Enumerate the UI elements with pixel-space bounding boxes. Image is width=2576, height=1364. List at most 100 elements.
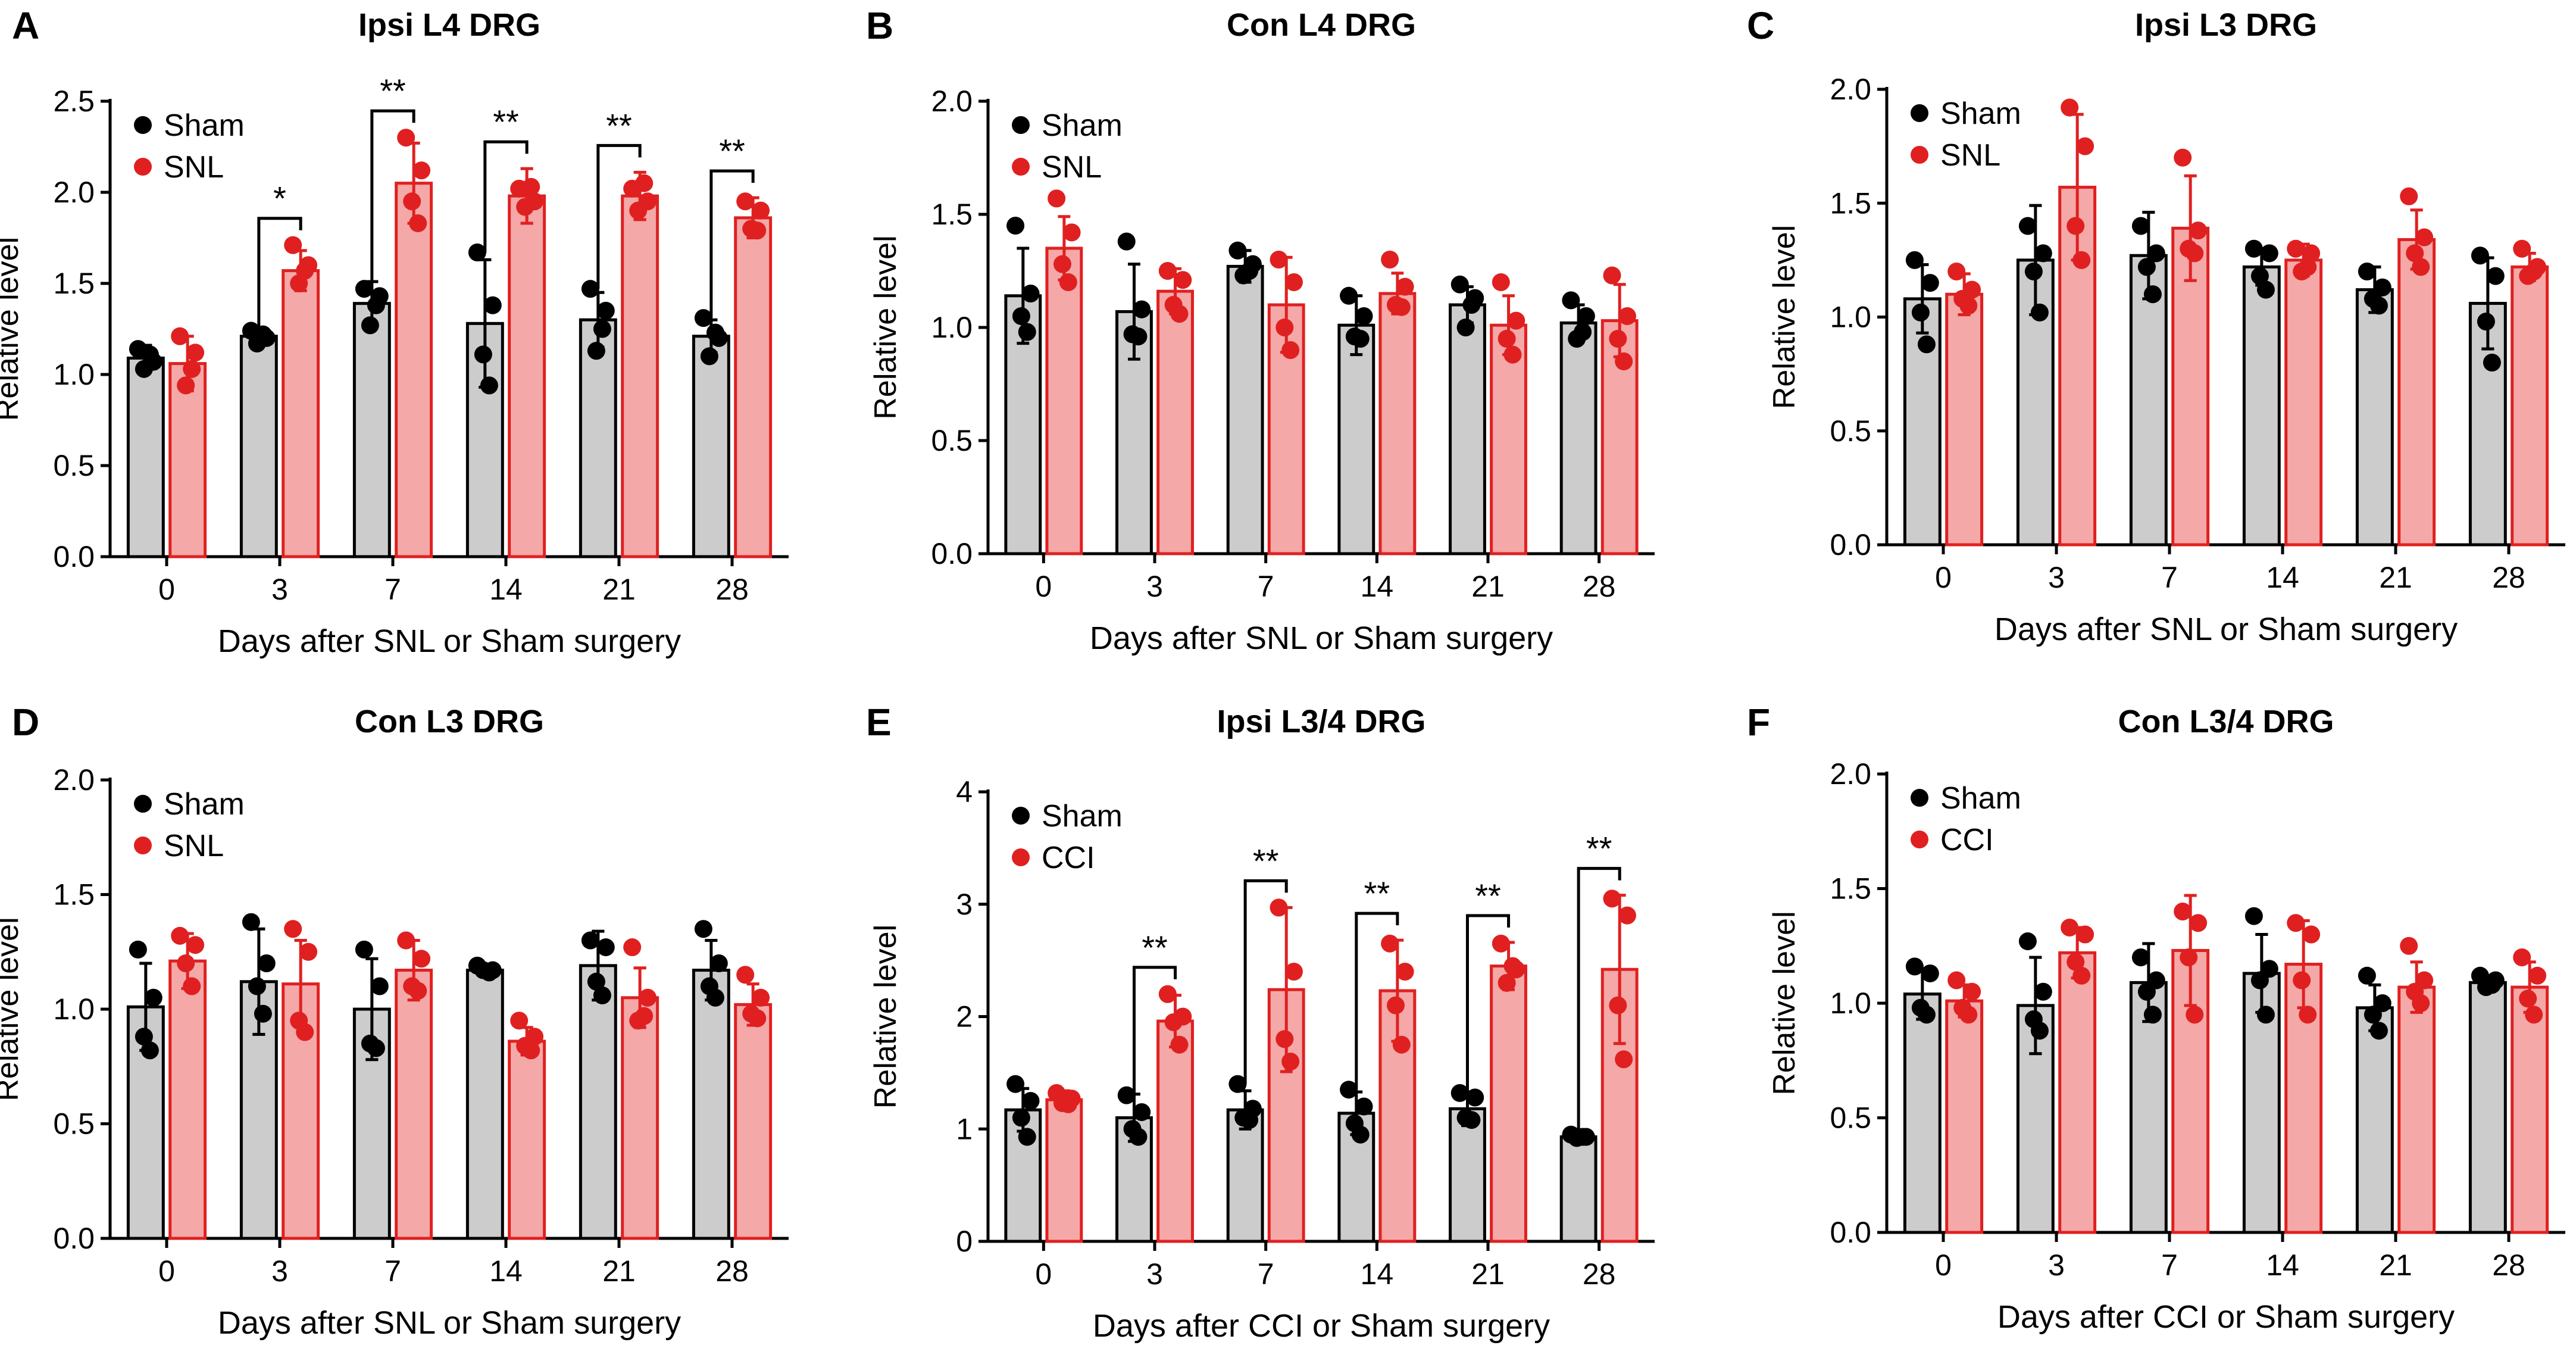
significance-label: ** <box>1253 842 1279 879</box>
legend-marker-snl <box>1012 158 1030 176</box>
significance-bracket <box>596 143 642 289</box>
data-point-cci <box>1059 1095 1077 1113</box>
data-point-snl <box>1270 251 1288 269</box>
y-tick-label: 0.5 <box>53 449 95 482</box>
y-tick-label: 0.5 <box>1830 1101 1871 1135</box>
data-point-sham <box>2358 263 2376 280</box>
significance-bracket <box>1243 879 1288 1084</box>
data-point-snl <box>397 931 415 950</box>
data-point-sham <box>694 920 712 938</box>
significance-bracket <box>370 109 415 282</box>
data-point-sham <box>1129 327 1148 346</box>
data-point-snl <box>748 1009 767 1028</box>
x-tick-label: 3 <box>2048 1248 2065 1282</box>
chart-title: Ipsi L3 DRG <box>2135 7 2317 43</box>
data-point-sham <box>370 977 389 995</box>
x-tick-label: 21 <box>2379 1248 2412 1282</box>
data-point-sham <box>2030 303 2049 322</box>
data-point-cci <box>1164 1013 1183 1031</box>
data-point-snl <box>516 198 534 216</box>
data-point-snl <box>1062 223 1081 242</box>
data-point-snl <box>736 966 755 984</box>
data-point-snl <box>1276 319 1294 336</box>
data-point-snl <box>284 920 302 938</box>
data-point-sham <box>706 988 724 1007</box>
data-point-snl <box>1281 341 1300 359</box>
data-point-snl <box>635 174 654 192</box>
bar-sham <box>2129 981 2168 1234</box>
x-tick-label: 3 <box>271 573 288 606</box>
x-axis-label: Days after CCI or Sham surgery <box>1997 1299 2455 1335</box>
data-point-sham <box>1462 296 1481 314</box>
data-point-snl <box>522 1041 540 1060</box>
x-tick-label: 28 <box>715 573 749 606</box>
bar-sham <box>1449 1107 1486 1243</box>
data-point-cci <box>2302 925 2321 944</box>
data-point-snl <box>1947 263 1966 280</box>
y-tick-label: 2.0 <box>53 763 95 797</box>
chart-title: Ipsi L4 DRG <box>358 7 540 43</box>
data-point-cci <box>1381 934 1399 953</box>
data-point-sham <box>2483 354 2501 372</box>
panel-letter: A <box>12 4 39 47</box>
data-point-sham <box>2369 1022 2388 1040</box>
data-point-snl <box>635 1007 654 1025</box>
y-tick-label: 1.5 <box>1830 872 1871 906</box>
data-point-sham <box>2137 982 2156 1001</box>
x-tick-label: 21 <box>1471 570 1505 603</box>
data-point-snl <box>412 950 431 968</box>
legend-label: Sham <box>164 108 245 143</box>
data-point-snl <box>1158 262 1177 280</box>
bar-snl <box>168 959 207 1240</box>
panel-c: C Ipsi L3 DRG 0.0 0.5 1.0 1.5 2.0 Relative leve… <box>1747 4 2565 647</box>
data-point-cci <box>2174 903 2192 920</box>
bar-snl <box>621 996 659 1240</box>
data-point-cci <box>2186 1006 2204 1024</box>
significance-label: ** <box>1364 875 1390 912</box>
bar-sham <box>1903 992 1942 1234</box>
x-tick-label: 28 <box>1583 1257 1616 1291</box>
data-point-snl <box>296 261 314 280</box>
significance-label: ** <box>380 72 406 110</box>
data-point-snl <box>752 201 770 220</box>
data-point-cci <box>2412 994 2430 1012</box>
data-point-sham <box>1021 1092 1040 1110</box>
data-point-cci <box>1270 898 1288 917</box>
data-point-sham <box>1351 1125 1370 1144</box>
bar-cci <box>2397 985 2436 1234</box>
significance-bracket <box>709 169 755 319</box>
data-point-cci <box>2189 914 2208 932</box>
data-point-cci <box>1603 889 1621 908</box>
bar-sham <box>2355 288 2394 547</box>
legend-marker-cci <box>1012 848 1030 866</box>
bar-snl <box>2284 258 2323 547</box>
data-point-snl <box>284 236 302 254</box>
y-tick-label: 0 <box>956 1225 973 1258</box>
data-point-sham <box>2250 267 2269 285</box>
data-point-sham <box>706 323 724 342</box>
data-point-sham <box>1450 1084 1469 1102</box>
panel-d: D Con L3 DRG 0.0 0.5 1.0 1.5 2.0 Relative level… <box>0 701 789 1341</box>
data-point-cci <box>1386 996 1405 1015</box>
data-point-sham <box>1466 1088 1484 1107</box>
data-point-sham <box>1117 1086 1136 1104</box>
data-point-snl <box>1392 298 1411 316</box>
x-tick-label: 0 <box>1035 1257 1052 1291</box>
legend-label: Sham <box>1940 781 2021 816</box>
data-point-sham <box>1021 285 1040 302</box>
data-point-cci <box>1618 906 1636 925</box>
legend-marker-snl <box>1911 146 1928 164</box>
data-point-snl <box>1284 273 1303 291</box>
data-point-snl <box>412 161 431 180</box>
x-axis-label: Days after SNL or Sham surgery <box>1994 611 2458 647</box>
panel-letter: B <box>866 4 893 47</box>
bar-cci <box>2511 985 2549 1234</box>
x-tick-label: 7 <box>1258 570 1274 603</box>
data-point-sham <box>361 316 379 335</box>
data-point-sham <box>1462 1111 1481 1129</box>
y-tick-label: 1.0 <box>1830 987 1871 1020</box>
x-axis-label: Days after SNL or Sham surgery <box>1090 620 1553 656</box>
data-point-sham <box>367 1039 385 1057</box>
data-point-snl <box>1170 305 1189 323</box>
data-point-sham <box>1574 323 1592 341</box>
